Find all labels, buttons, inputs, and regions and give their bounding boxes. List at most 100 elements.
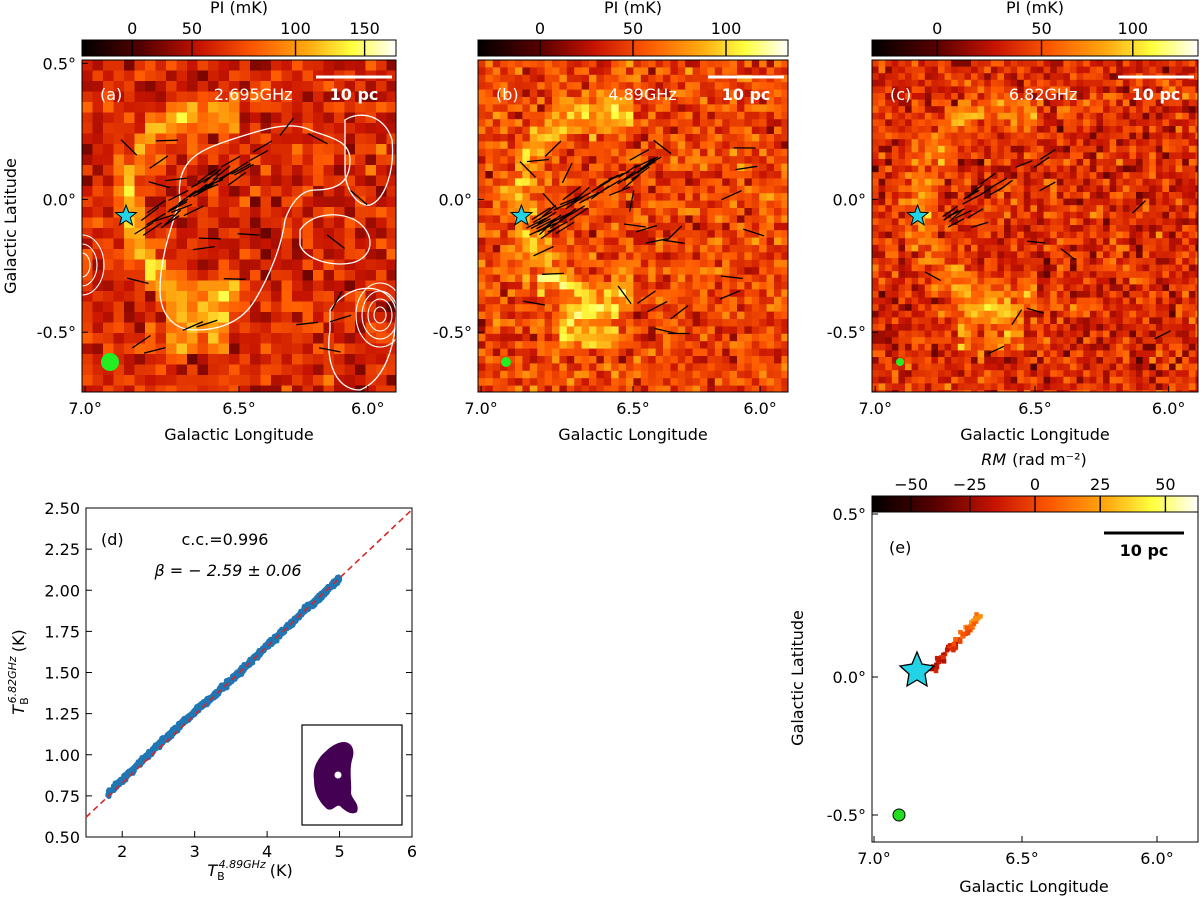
x-tick-label: 7.0° [68,399,101,418]
rm-pixel [941,652,946,658]
colorbar-tick-label: 50 [623,19,643,38]
map-pixels [872,60,1198,392]
rm-pixel [941,659,947,664]
scatter-point [168,731,174,737]
contours [82,114,396,391]
scatter-point [130,766,136,772]
rm-pixel [970,618,976,624]
scatter-x-tick-label: 2 [117,842,127,861]
rm-pixel [974,612,979,617]
polarization-vectors [924,148,1171,355]
colorbar [81,39,397,57]
scatter-point [153,746,159,752]
y-tick-label: 0.5° [43,54,76,73]
map-pixels [82,60,396,392]
y-tick-label: 0.0° [833,190,866,209]
x-tick-label: 6.5° [616,399,649,418]
rm-pixel [934,664,940,670]
y-tick-label: -0.5° [37,323,76,342]
colorbar-tick-label: 0 [932,19,942,38]
scatter-x-tick-label: 5 [334,842,344,861]
polarization-vectors [120,117,368,354]
rm-ylabel: Galactic Latitude [788,610,807,746]
map-panel-a: 10 pc (a) 2.695GHz PI (mK) 0 50 100 150 7.0° 6.5°… [1,0,397,444]
star-marker [509,203,534,227]
scatter-point [134,761,141,768]
scatter-point [105,792,111,798]
panel-label: (b) [496,85,519,104]
x-axis-label: Galactic Longitude [558,425,707,444]
rm-pixel [965,625,970,631]
colorbar-tick-label: 100 [711,19,742,38]
colorbar-tick-label: 100 [1118,19,1149,38]
rm-colorbar-tick-label: −50 [894,475,928,494]
rm-pixel [964,628,970,633]
scatter-y-tick-label: 2.00 [44,581,80,600]
rm-pixel [935,660,940,665]
rm-panel-label: (e) [889,538,911,557]
y-tick-label: 0.0° [439,190,472,209]
x-tick-label: 6.5° [1018,399,1051,418]
scatter-y-tick-label: 1.00 [44,746,80,765]
frequency-label: 6.82GHz [1009,85,1077,104]
x-tick-label: 6.0° [743,399,776,418]
scatter-point [257,652,263,658]
rm-axes-frame [871,511,1199,843]
inset-region-shape [313,741,358,814]
rm-x-tick-label: 6.0° [1140,849,1173,868]
rm-xlabel: Galactic Longitude [959,877,1108,896]
y-axis-label: Galactic Latitude [1,158,20,294]
x-axis-label: Galactic Longitude [960,425,1109,444]
x-axis-label: Galactic Longitude [164,425,313,444]
rm-pixel [960,634,965,639]
frequency-label: 2.695GHz [214,85,293,104]
map-panel-b: 10 pc (b) 4.89GHz PI (mK) 0 50 100 7.0° 6.5° 6.0°… [433,0,789,444]
colorbar [871,39,1199,57]
star-marker [114,203,138,227]
scatter-point [146,752,152,758]
scatter-point [139,755,145,762]
rm-pixel [974,616,979,621]
polarization-vectors [519,139,765,335]
x-tick-label: 6.0° [1152,399,1185,418]
scatter-y-tick-label: 1.25 [44,705,80,724]
scatter-x-tick-label: 6 [407,842,417,861]
fit-line [85,509,413,818]
colorbar-tick-label: 50 [1031,19,1051,38]
beam-marker [501,357,511,367]
scalebar-label: 10 pc [722,85,771,104]
rm-pixel [958,639,963,644]
frequency-label: 4.89GHz [608,85,676,104]
spectral-index-text: β = − 2.59 ± 0.06 [153,561,301,580]
scatter-y-tick-label: 0.75 [44,787,80,806]
x-tick-label: 6.0° [351,399,384,418]
scalebar-label: 10 pc [1132,85,1181,104]
map-panel-c: 10 pc (c) 6.82GHz PI (mK) 0 50 100 7.0° 6.5° 6.0°… [827,0,1199,444]
correlation-text: c.c.=0.996 [182,530,269,549]
rm-pixel [969,624,974,629]
star-marker [898,650,936,688]
scatter-x-tick-label: 4 [262,842,272,861]
rm-map-panel-e: 10 pc (e) 7.0° 6.5° 6.0° 0.5° 0.0° -0.5° −50 −… [788,450,1199,896]
panel-label: (c) [890,85,911,104]
rm-pixel [963,631,969,636]
beam-marker [101,353,119,371]
rm-pixel [947,645,952,651]
scatter-y-tick-label: 1.75 [44,622,80,641]
scatter-y-tick-label: 1.50 [44,664,80,683]
rm-pixel [934,655,940,661]
rm-pixel [953,637,959,642]
scatter-panel-label: (d) [101,530,124,549]
colorbar-title: PI (mK) [1006,0,1064,17]
colorbar-title: PI (mK) [604,0,662,17]
scatter-point [196,706,202,712]
x-tick-label: 7.0° [464,399,497,418]
rm-x-tick-label: 6.5° [1005,849,1038,868]
rm-y-tick-label: 0.5° [833,505,866,524]
y-tick-label: -0.5° [827,323,866,342]
colorbar-tick-label: 100 [280,19,311,38]
scatter-xlabel: TB4.89GHz (K) [207,858,292,883]
scalebar-label: 10 pc [1120,541,1169,560]
inset-hole [334,771,342,779]
